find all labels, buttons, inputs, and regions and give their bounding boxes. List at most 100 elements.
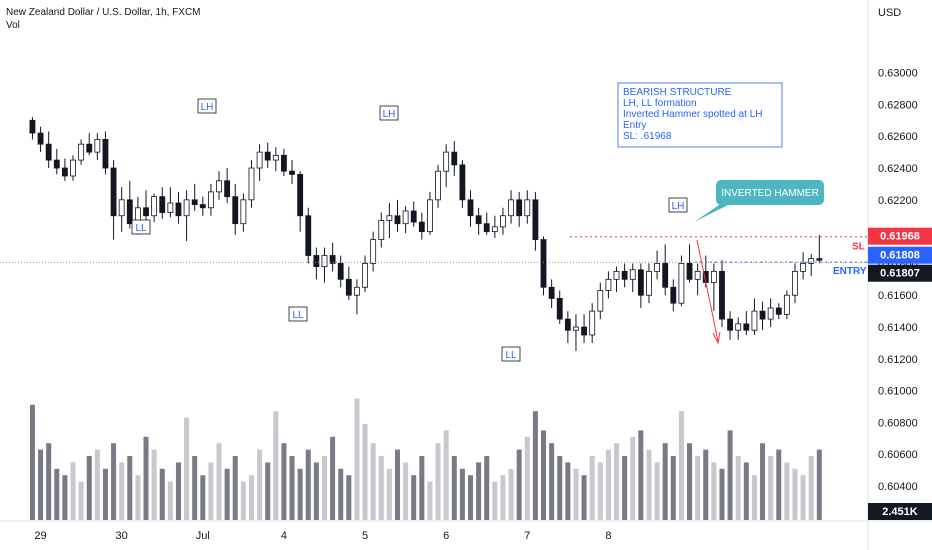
lh-label-3[interactable]: LH (668, 197, 688, 213)
ll-label-3-text: LL (505, 350, 517, 361)
volume-bar (508, 468, 514, 520)
volume-bar (646, 449, 652, 520)
candle (613, 266, 620, 293)
volume-bar (119, 462, 125, 520)
volume-badge[interactable]: 2.451K (868, 503, 932, 520)
time-tick-label: 30 (116, 530, 128, 542)
last-price-badge-text: 0.61807 (880, 268, 920, 280)
volume-bar (370, 443, 376, 520)
volume-bar (265, 462, 271, 520)
price-tick-label: 0.60400 (878, 481, 918, 493)
volume-bar (305, 449, 311, 520)
candle (313, 247, 320, 280)
volume-bar (500, 475, 506, 520)
candle (686, 244, 693, 283)
volume-bar (167, 481, 173, 520)
candle (329, 242, 336, 272)
volume-bar (678, 411, 684, 520)
candle (662, 244, 669, 296)
volume-bar (386, 468, 392, 520)
volume-bar (143, 436, 149, 520)
time-tick-label: 5 (362, 530, 368, 542)
candle (224, 168, 231, 204)
volume-bar (232, 456, 238, 520)
candle (305, 207, 312, 264)
volume-bar (289, 456, 295, 520)
candle (637, 263, 644, 308)
volume-bar (476, 462, 482, 520)
volume-bar (62, 475, 68, 520)
price-tick-label: 0.60800 (878, 417, 918, 429)
candle (775, 303, 782, 320)
volume-bar (330, 436, 336, 520)
candle (816, 234, 823, 264)
volume-bar (467, 475, 474, 520)
lh-label-3-text: LH (672, 201, 685, 212)
candle (394, 199, 401, 232)
candle (118, 187, 125, 232)
candle (573, 314, 579, 351)
ll-label-1[interactable]: LL (131, 219, 151, 235)
inverted-hammer-callout[interactable]: INVERTED HAMMER (694, 180, 824, 222)
candle (102, 131, 109, 175)
lh-label-1-text: LH (201, 102, 214, 113)
entry-price-badge[interactable]: 0.61808 (868, 246, 932, 264)
volume-bar (427, 481, 433, 520)
price-tick-label: 0.61200 (878, 354, 918, 366)
note-line-5: SL: .61968 (623, 131, 672, 142)
candle (248, 160, 255, 208)
candle (321, 247, 328, 283)
volume-bar (135, 475, 141, 520)
candle (743, 311, 750, 335)
candle (491, 215, 498, 238)
candle (126, 180, 133, 229)
lh-label-2[interactable]: LH (379, 105, 399, 121)
candle (418, 212, 425, 240)
sl-price-badge[interactable]: 0.61968 (868, 227, 932, 245)
volume-bar (313, 462, 319, 520)
candle (508, 190, 514, 224)
last-price-badge[interactable]: 0.61807 (868, 264, 932, 282)
candle (232, 183, 239, 235)
time-axis-labels[interactable]: 29 30 Jul 4 5 6 7 8 (34, 530, 611, 542)
candle (345, 266, 352, 301)
candle (70, 155, 76, 181)
volume-bar (654, 462, 660, 520)
price-axis-ticks[interactable]: 0.630000.628000.626000.624000.622000.620… (878, 68, 918, 493)
volume-bar (46, 443, 52, 520)
volume-bar (419, 456, 425, 520)
volume-bar (403, 462, 409, 520)
volume-bar (492, 481, 498, 520)
volume-bars (29, 398, 822, 520)
ll-label-3[interactable]: LL (501, 346, 521, 362)
candle (605, 271, 612, 299)
candle (759, 301, 766, 331)
candle (532, 191, 539, 251)
candle (735, 317, 742, 340)
sl-price-badge-text: 0.61968 (880, 231, 920, 243)
candle (386, 203, 393, 238)
volume-bar (159, 468, 165, 520)
volume-bar (484, 456, 490, 520)
candle (281, 148, 287, 176)
time-tick-label: 8 (605, 530, 611, 542)
volume-bar (760, 443, 766, 520)
candle (483, 212, 490, 235)
entry-label: ENTRY (833, 266, 867, 277)
volume-bar (727, 430, 733, 520)
candle (289, 160, 295, 184)
candle (370, 231, 377, 272)
volume-bar (435, 443, 441, 520)
analysis-note[interactable]: BEARISH STRUCTURE LH, LL formation Inver… (617, 82, 783, 148)
volume-bar (638, 430, 644, 520)
volume-bar (540, 430, 547, 520)
ll-label-2[interactable]: LL (288, 306, 308, 322)
lh-label-1[interactable]: LH (197, 98, 217, 114)
projection-arrow[interactable] (696, 239, 721, 345)
candle (94, 133, 101, 161)
sl-label: SL (852, 242, 865, 253)
volume-bar (605, 449, 611, 520)
volume-bar (248, 475, 254, 520)
candle (792, 263, 798, 304)
